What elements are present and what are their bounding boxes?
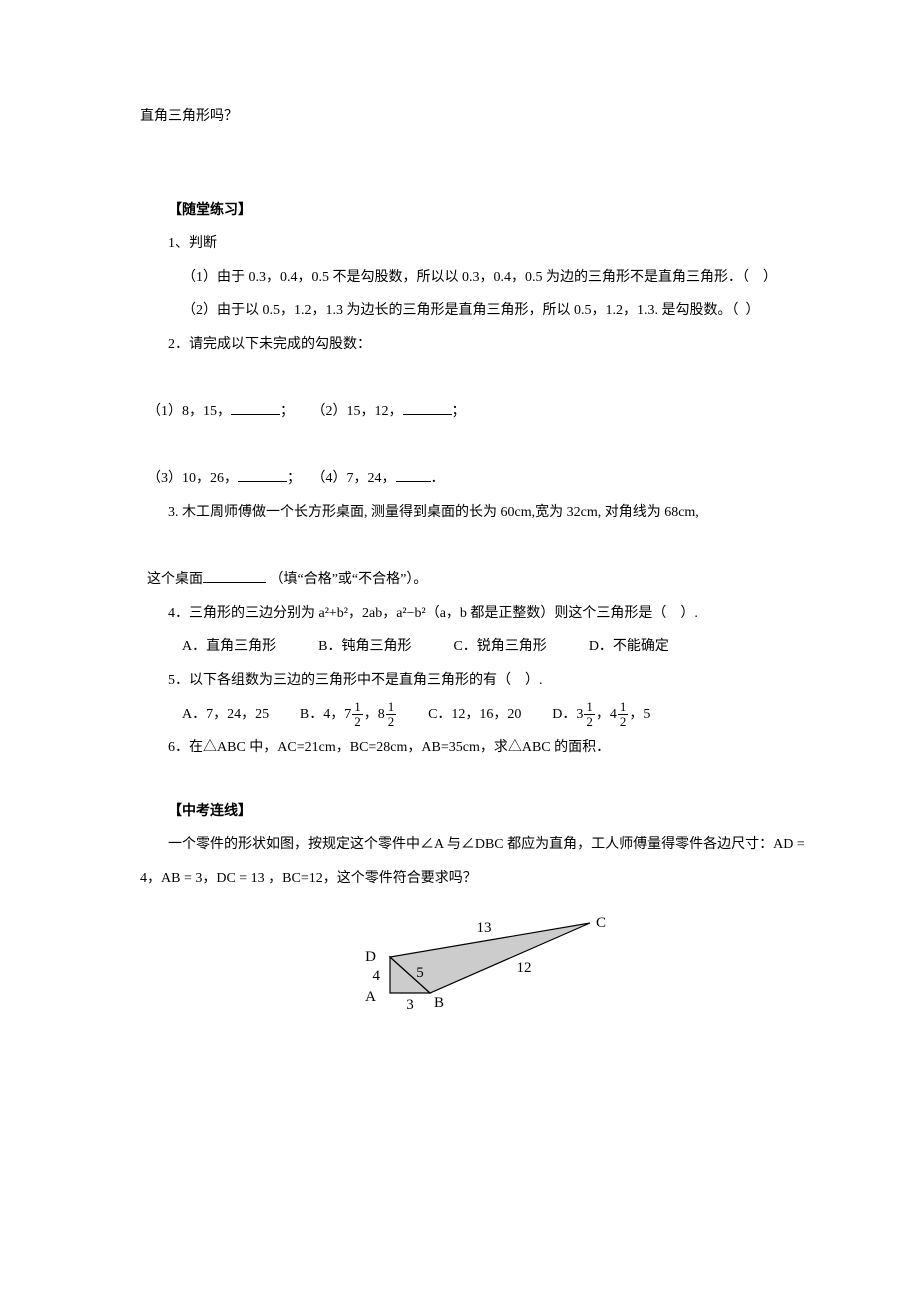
frac-num: 1: [386, 700, 397, 715]
q5d-mid: ，4: [596, 698, 617, 732]
section-practice-heading: 【随堂练习】: [140, 194, 810, 228]
q6: 6．在△ABC 中，AC=21cm，BC=28cm，AB=35cm，求△ABC …: [140, 731, 810, 765]
q3-line1: 3. 木工周师傅做一个长方形桌面, 测量得到桌面的长为 60cm,宽为 32cm…: [140, 496, 810, 530]
q2-3-mid: ； （4）7，24，: [287, 471, 396, 486]
svg-text:3: 3: [406, 997, 414, 1009]
q2-blank1: [231, 400, 280, 415]
svg-text:A: A: [365, 989, 376, 1005]
q3-post: （填“合格”或“不合格”）。: [266, 572, 427, 587]
svg-text:D: D: [365, 949, 376, 965]
q3-pre: 这个桌面: [147, 572, 203, 587]
q5-opt-a: A．7，24，25: [182, 698, 269, 732]
section-zhongkao-heading: 【中考连线】: [140, 795, 810, 829]
q2-blank4: [396, 467, 431, 482]
zhongkao-text: 一个零件的形状如图，按规定这个零件中∠A 与∠DBC 都应为直角，工人师傅量得零…: [140, 828, 810, 895]
frac-den: 2: [584, 715, 595, 729]
svg-text:13: 13: [477, 920, 492, 936]
q4-opt-d: D．不能确定: [589, 630, 669, 664]
q5d-pre: D．3: [552, 698, 583, 732]
q4-options: A．直角三角形 B．钝角三角形 C．锐角三角形 D．不能确定: [182, 630, 810, 664]
q5-options: A．7，24，25 B．4，7 12 ，8 12 C．12，16，20 D．3 …: [182, 698, 810, 732]
q4-opt-c: C．锐角三角形: [453, 630, 546, 664]
q3-line2: 这个桌面 （填“合格”或“不合格”）。: [140, 530, 810, 597]
svg-text:4: 4: [373, 968, 381, 984]
figure-svg: D A B C 4 3 5 12 13: [330, 899, 620, 1009]
q5-opt-b: B．4，7 12 ，8 12: [300, 698, 397, 732]
q5b-mid: ，8: [364, 698, 385, 732]
q2-blank2: [403, 400, 452, 415]
q2-1-post: ；: [452, 404, 466, 419]
q2-row1: （1）8，15， ； （2）15，12， ；: [140, 362, 810, 429]
figure-wrap: D A B C 4 3 5 12 13: [140, 899, 810, 1023]
top-line: 直角三角形吗？: [140, 100, 810, 134]
q1-title: 1、判断: [140, 227, 810, 261]
q2-1-pre: （1）8，15，: [147, 404, 231, 419]
q5b-frac1: 12: [352, 700, 363, 730]
q2-row2: （3）10，26， ； （4）7，24， ．: [140, 429, 810, 496]
q5d-post: ，5: [629, 698, 650, 732]
q2-1-mid: ； （2）15，12，: [280, 404, 403, 419]
spacer: [140, 134, 810, 194]
frac-num: 1: [584, 700, 595, 715]
q5-line1: 5．以下各组数为三边的三角形中不是直角三角形的有（ ）.: [140, 664, 810, 698]
frac-den: 2: [386, 715, 397, 729]
q4-opt-b: B．钝角三角形: [318, 630, 411, 664]
spacer2: [140, 765, 810, 795]
svg-text:12: 12: [517, 960, 532, 976]
svg-text:B: B: [434, 995, 444, 1009]
q4-line1: 4．三角形的三边分别为 a²+b²，2ab，a²−b²（a，b 都是正整数）则这…: [140, 597, 810, 631]
q2-blank3: [238, 467, 287, 482]
q2-3-pre: （3）10，26，: [147, 471, 238, 486]
frac-num: 1: [618, 700, 629, 715]
q5-opt-c: C．12，16，20: [428, 698, 521, 732]
q3-blank: [203, 568, 266, 583]
q4-opt-a: A．直角三角形: [182, 630, 276, 664]
svg-text:C: C: [596, 915, 606, 931]
q5b-frac2: 12: [386, 700, 397, 730]
q2-3-post: ．: [431, 471, 445, 486]
frac-den: 2: [352, 715, 363, 729]
svg-text:5: 5: [416, 965, 424, 981]
q5-opt-d: D．3 12 ，4 12 ，5: [552, 698, 650, 732]
q2-title: 2．请完成以下未完成的勾股数：: [140, 328, 810, 362]
q5d-frac2: 12: [618, 700, 629, 730]
frac-den: 2: [618, 715, 629, 729]
q5b-pre: B．4，7: [300, 698, 351, 732]
q1-part1: （1）由于 0.3，0.4，0.5 不是勾股数，所以以 0.3，0.4，0.5 …: [140, 261, 810, 295]
q1-part2: （2）由于以 0.5，1.2，1.3 为边长的三角形是直角三角形，所以 0.5，…: [140, 294, 810, 328]
frac-num: 1: [352, 700, 363, 715]
q5d-frac1: 12: [584, 700, 595, 730]
